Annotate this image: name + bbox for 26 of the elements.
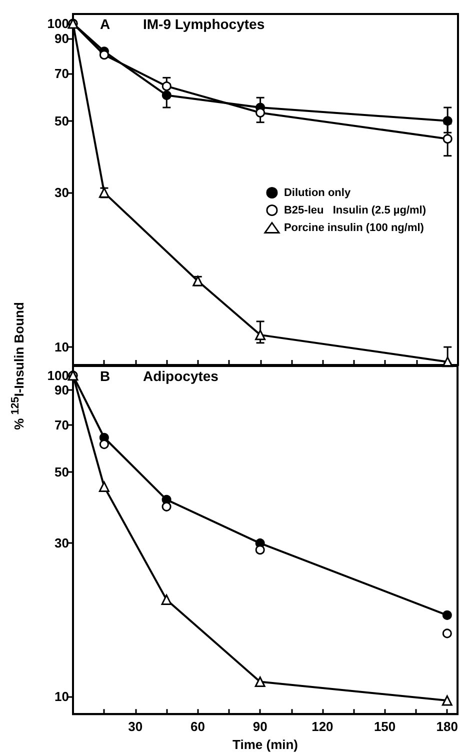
x-tick-label: 60	[190, 719, 205, 734]
y-tick-label: 90	[54, 382, 69, 398]
annotation: A	[100, 16, 110, 32]
x-tick-label: 120	[312, 719, 334, 734]
y-tick-label: 90	[54, 30, 69, 46]
chart-title: Adipocytes	[143, 368, 219, 384]
y-tick-label: 30	[54, 185, 69, 200]
y-tick-label: 10	[54, 688, 69, 704]
y-tick-label: 70	[54, 66, 69, 82]
annotation: B	[100, 368, 110, 384]
legend-label: Porcine insulin (100 ng/ml)	[284, 222, 424, 234]
x-tick-label: 30	[128, 719, 143, 734]
x-tick-label: 90	[252, 719, 268, 734]
x-tick-label: 150	[374, 719, 396, 734]
x-axis-title: Time (min)	[232, 737, 298, 752]
y-tick-label: 50	[54, 464, 69, 480]
legend-label: B25-leu Insulin (2.5 µg/ml)	[284, 204, 426, 216]
x-tick-label: 180	[436, 719, 458, 734]
chart-title: IM-9 Lymphocytes	[143, 16, 265, 32]
y-tick-label: 70	[54, 418, 69, 433]
legend-label: Dilution only	[284, 186, 352, 199]
y-tick-label: 30	[54, 536, 69, 551]
y-tick-label: 10	[54, 340, 69, 355]
y-tick-label: 50	[54, 113, 69, 128]
y-tick-label: 100	[47, 368, 69, 383]
y-tick-label: 100	[47, 16, 69, 32]
